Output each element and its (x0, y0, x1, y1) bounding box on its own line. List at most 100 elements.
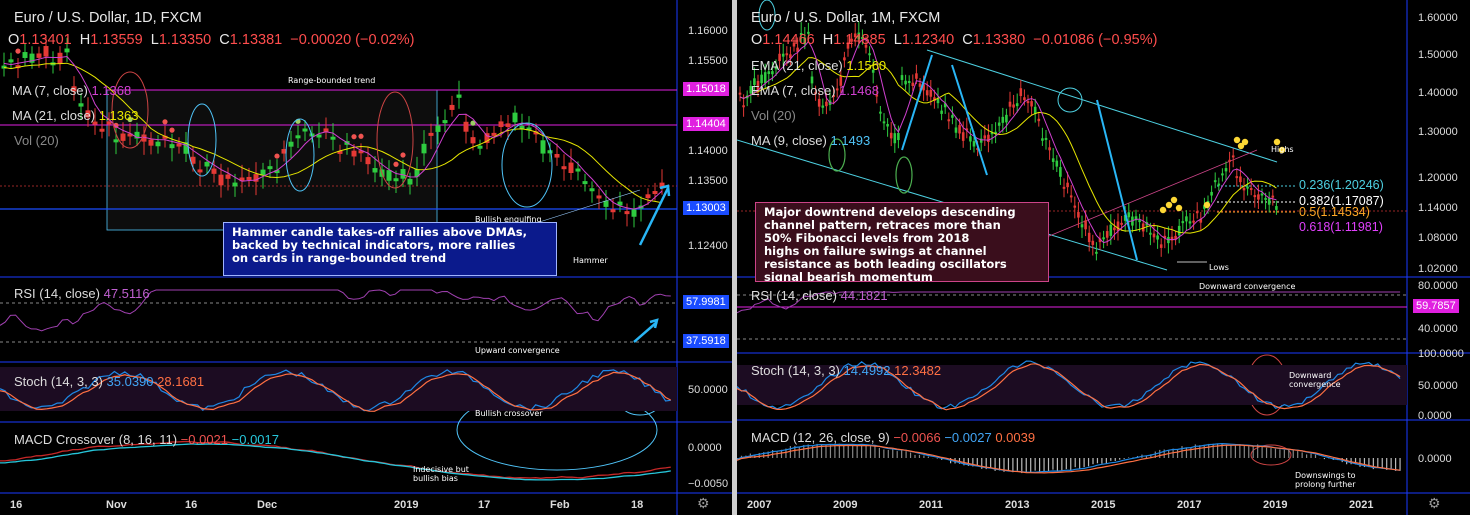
candle-body (1257, 194, 1260, 200)
macd-value: −0.0066 (893, 430, 941, 445)
fib-label: 0.618(1.11981) (1299, 220, 1383, 234)
candle-body (64, 48, 70, 53)
candle-body (789, 54, 792, 59)
candle-body (807, 31, 810, 34)
highs-markers (1159, 136, 1286, 214)
ema7-label: EMA (7, close) (751, 83, 836, 98)
fractal-dot (393, 161, 399, 167)
price-tick: 1.60000 (1418, 12, 1458, 24)
candle-body (1195, 211, 1199, 214)
price-tick: 1.15500 (688, 55, 728, 67)
stoch-legend[interactable]: Stoch (14, 3, 3) 35.0390 28.1681 (14, 374, 204, 389)
candle-body (864, 44, 868, 48)
candle-body (22, 52, 28, 58)
candle-body (540, 140, 546, 154)
vol-legend[interactable]: Vol (20) (14, 133, 59, 148)
candle-body (861, 36, 864, 39)
fractal-dot (113, 122, 119, 128)
candle-body (1066, 182, 1069, 188)
candle-body (1080, 224, 1084, 228)
macd-legend[interactable]: MACD Crossover (8, 16, 11) −0.0021 −0.00… (14, 432, 279, 447)
open-label: O (8, 32, 20, 48)
time-tick: 2011 (919, 499, 943, 511)
candle-body (958, 125, 961, 134)
candle-body (961, 132, 965, 141)
rsi-legend[interactable]: RSI (14, close) 44.1821 (751, 288, 888, 303)
ema21-value: 1.1560 (846, 58, 887, 73)
candle-body (491, 132, 497, 136)
price-tick: 1.02000 (1418, 263, 1458, 275)
candle-body (1141, 223, 1145, 232)
candle-body (879, 111, 882, 114)
candle-body (134, 131, 140, 139)
price-tick: 1.20000 (1418, 172, 1458, 184)
daily-chart[interactable]: Euro / U.S. Dollar, 1D, FXCM O1.13401 H1… (0, 0, 732, 515)
candle-body (603, 200, 609, 207)
candle-body (358, 150, 364, 154)
candle-body (997, 122, 1001, 126)
rsi-legend[interactable]: RSI (14, close) 47.5116 (14, 286, 150, 301)
candle-body (659, 182, 665, 189)
stoch-label: Stoch (14, 3, 3) (14, 374, 103, 389)
ma9-legend[interactable]: MA (9, close) 1.1493 (751, 133, 870, 148)
low-label: L (893, 32, 902, 48)
gear-icon[interactable]: ⚙ (697, 495, 710, 511)
ema7-legend[interactable]: EMA (7, close) 1.1468 (751, 83, 879, 98)
trend-arrows (901, 54, 1138, 261)
candle-body (882, 121, 886, 124)
candle-body (875, 94, 879, 97)
candle-body (36, 53, 42, 58)
candle-body (796, 47, 799, 52)
daily-chart-canvas[interactable] (0, 0, 732, 515)
ema21-label: EMA (21, close) (751, 58, 843, 73)
candle-body (1048, 147, 1051, 151)
candle-body (1221, 173, 1224, 176)
stoch-band (737, 365, 1407, 405)
candle-body (756, 80, 760, 91)
candle-body (1159, 244, 1163, 248)
candle-body (78, 103, 84, 107)
stoch-legend[interactable]: Stoch (14, 3, 3) 14.4992 12.3482 (751, 363, 941, 378)
candle-body (1062, 186, 1066, 189)
ema21-legend[interactable]: EMA (21, close) 1.1560 (751, 58, 886, 73)
rsi-line (0, 289, 671, 332)
candle-body (900, 75, 904, 80)
candle-body (983, 135, 987, 139)
candle-body (911, 82, 915, 86)
high-dot (1175, 204, 1183, 212)
high-dot (1203, 201, 1211, 209)
macd-hist-value: 0.0039 (995, 430, 1036, 445)
monthly-chart-canvas[interactable] (737, 0, 1470, 515)
gear-icon[interactable]: ⚙ (1428, 495, 1441, 511)
candle-body (484, 133, 490, 144)
candle-body (302, 128, 308, 132)
time-tick: Dec (257, 499, 278, 511)
vol-legend[interactable]: Vol (20) (751, 108, 796, 123)
ma7-label: MA (7, close) (12, 83, 88, 98)
price-tick: 1.08000 (1418, 232, 1458, 244)
candle-body (1073, 205, 1077, 208)
rsi-tag: 57.9981 (683, 295, 729, 309)
monthly-chart[interactable]: Euro / U.S. Dollar, 1M, FXCM O1.14466 H1… (737, 0, 1470, 515)
candle-body (554, 153, 560, 158)
candle-body (1084, 220, 1087, 230)
open-value: 1.14466 (762, 32, 815, 48)
candle-body (1242, 188, 1246, 191)
candle-body (15, 65, 21, 69)
bullish-engulfing-label: Bullish engulfing (475, 215, 542, 224)
vol-label: Vol (20) (751, 108, 796, 123)
price-tick: 1.16000 (688, 25, 728, 37)
candle-body (951, 115, 954, 118)
candle-body (929, 90, 933, 97)
candle-body (99, 128, 105, 132)
candle-body (915, 73, 918, 79)
downward-convergence-label-2: Downward convergence (1289, 371, 1341, 389)
high-dot (1233, 136, 1241, 144)
macd-legend[interactable]: MACD (12, 26, close, 9) −0.0066 −0.0027 … (751, 430, 1035, 445)
note-pointer (529, 189, 641, 226)
candle-body (1098, 238, 1102, 243)
ma21-legend[interactable]: MA (21, close) 1.1363 (12, 108, 138, 123)
candle-body (1113, 227, 1116, 231)
candle-body (113, 139, 119, 143)
ma7-legend[interactable]: MA (7, close) 1.1368 (12, 83, 131, 98)
